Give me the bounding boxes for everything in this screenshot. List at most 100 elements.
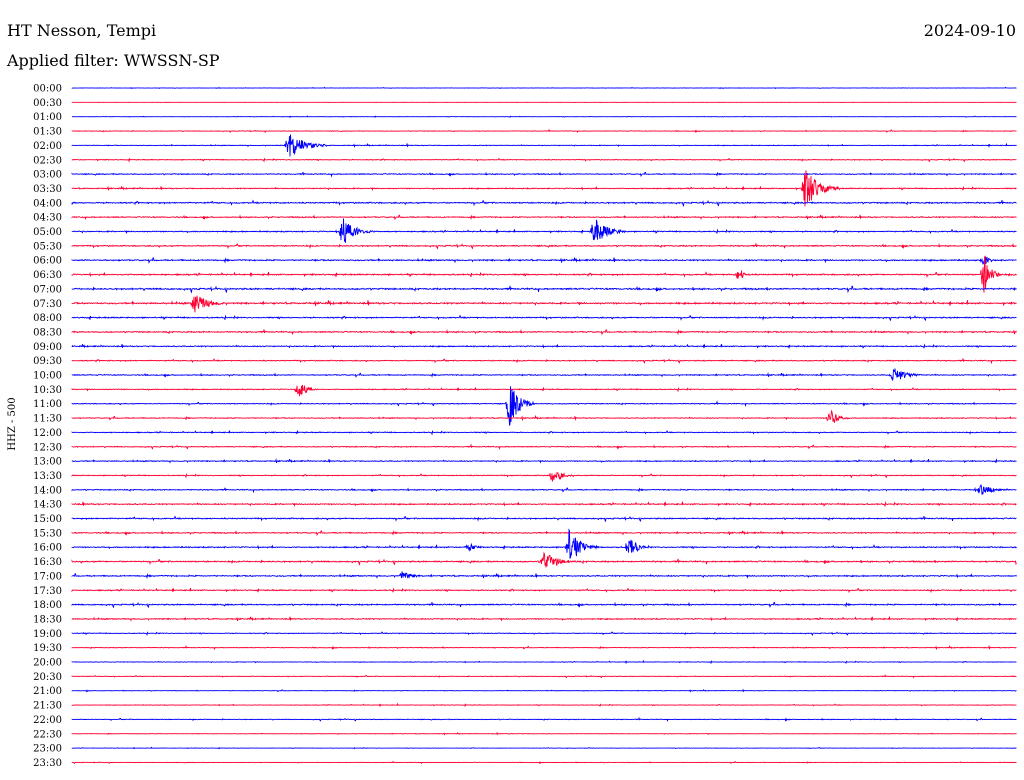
row-time-label: 03:30 [33,184,62,195]
trace-row-1530 [71,530,1017,536]
trace-row-0330 [71,170,1017,207]
trace-row-1930 [71,644,1017,651]
row-time-label: 03:00 [33,170,62,181]
row-labels: 00:00 00:30 01:00 01:30 02:00 02:30 03:00 03:30… [33,84,62,769]
row-time-label: 19:00 [33,629,62,640]
row-time-label: 14:30 [33,500,62,511]
row-time-label: 20:00 [33,658,62,669]
trace-row-0100 [71,115,1017,119]
trace-row-1130 [71,409,1017,423]
trace-row-0700 [71,285,1017,294]
row-time-label: 09:30 [33,356,62,367]
row-time-label: 13:30 [33,471,62,482]
row-time-label: 21:30 [33,701,62,712]
y-axis-label: HHZ - 500 [7,397,18,450]
traces [71,86,1017,765]
row-time-label: 18:00 [33,600,62,611]
trace-row-2200 [71,716,1017,722]
trace-row-1000 [71,368,1017,381]
trace-row-1430 [71,500,1017,508]
row-time-label: 13:00 [33,457,62,468]
trace-row-1300 [71,458,1017,464]
trace-row-1630 [71,551,1017,568]
row-time-label: 05:30 [33,241,62,252]
row-time-label: 06:00 [33,256,62,267]
row-time-label: 22:00 [33,715,62,726]
row-time-label: 12:00 [33,428,62,439]
trace-row-2300 [71,746,1017,750]
trace-row-1500 [71,515,1017,523]
row-time-label: 07:00 [33,284,62,295]
trace-row-0830 [71,328,1017,336]
trace-row-1600 [71,528,1017,559]
trace-row-1900 [71,631,1017,637]
row-time-label: 11:00 [33,399,62,410]
row-time-label: 02:00 [33,141,62,152]
trace-row-1200 [71,429,1017,436]
row-time-label: 09:00 [33,342,62,353]
station-title: HT Nesson, Tempi [7,21,156,40]
row-time-label: 04:30 [33,213,62,224]
trace-row-1830 [71,616,1017,622]
trace-row-1100 [71,386,1017,427]
trace-row-0430 [71,214,1017,221]
trace-row-0530 [71,242,1017,250]
row-time-label: 17:00 [33,571,62,582]
row-time-label: 15:30 [33,528,62,539]
row-time-label: 02:30 [33,155,62,166]
trace-row-0630 [71,255,1017,293]
trace-row-0930 [71,358,1017,365]
trace-row-0800 [71,314,1017,322]
row-time-label: 14:00 [33,485,62,496]
trace-row-1800 [71,601,1017,609]
row-time-label: 00:00 [33,84,62,95]
row-time-label: 10:00 [33,371,62,382]
trace-row-0130 [71,128,1017,134]
row-time-label: 07:30 [33,299,62,310]
row-time-label: 00:30 [33,98,62,109]
row-time-label: 01:30 [33,127,62,138]
row-time-label: 21:00 [33,686,62,697]
row-time-label: 08:30 [33,327,62,338]
row-time-label: 23:00 [33,744,62,755]
row-time-label: 18:30 [33,614,62,625]
row-time-label: 20:30 [33,672,62,683]
trace-row-0200 [71,134,1017,157]
row-time-label: 06:30 [33,270,62,281]
trace-row-0300 [71,171,1017,178]
row-time-label: 16:30 [33,557,62,568]
row-time-label: 11:30 [33,414,62,425]
row-time-label: 23:30 [33,758,62,769]
trace-row-1700 [71,571,1017,579]
row-time-label: 10:30 [33,385,62,396]
trace-row-1730 [71,587,1017,594]
trace-row-2100 [71,688,1017,693]
trace-row-2230 [71,731,1017,736]
trace-row-1030 [71,384,1017,397]
trace-row-0730 [71,295,1017,313]
row-time-label: 22:30 [33,729,62,740]
trace-row-1330 [71,471,1017,482]
trace-row-2130 [71,702,1017,708]
trace-row-0400 [71,199,1017,207]
trace-row-0900 [71,343,1017,349]
row-time-label: 17:30 [33,586,62,597]
trace-row-2330 [71,760,1017,765]
trace-row-0000 [71,86,1017,90]
row-time-label: 08:00 [33,313,62,324]
trace-row-0600 [71,256,1017,265]
trace-row-0230 [71,157,1017,163]
trace-row-1230 [71,443,1017,451]
row-time-label: 16:00 [33,543,62,554]
filter-label: Applied filter: WWSSN-SP [6,51,220,70]
date-label: 2024-09-10 [924,21,1016,40]
row-time-label: 15:00 [33,514,62,525]
row-time-label: 12:30 [33,442,62,453]
row-time-label: 05:00 [33,227,62,238]
row-time-label: 04:00 [33,198,62,209]
row-time-label: 01:00 [33,112,62,123]
trace-row-2030 [71,674,1017,679]
row-time-label: 19:30 [33,643,62,654]
trace-row-0500 [71,218,1017,243]
